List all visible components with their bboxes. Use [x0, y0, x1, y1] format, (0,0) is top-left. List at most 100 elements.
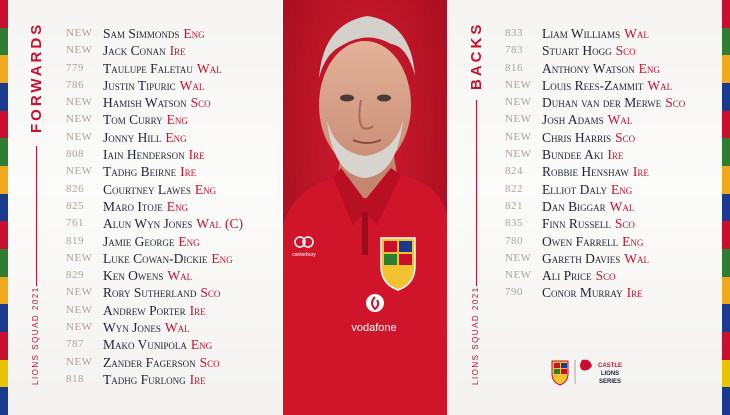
player-name: Sam Simmonds [103, 26, 180, 41]
lions-number: 821 [505, 199, 523, 212]
player-nation: Eng [211, 250, 233, 266]
lions-number: 786 [66, 78, 84, 91]
player-name: Jonny Hill [103, 129, 162, 145]
forwards-panel: FORWARDS LIONS SQUAD 2021 NEW Sam Simmond… [8, 0, 283, 415]
player-name: Zander Fagerson [103, 354, 196, 370]
stripe-band [0, 110, 8, 139]
captain-marker: (C) [225, 216, 243, 232]
lions-number: NEW [505, 78, 532, 91]
stripe-band [722, 359, 730, 388]
player-nation: Sco [615, 43, 636, 59]
player-name: Luke Cowan-Dickie [103, 250, 208, 266]
stripe-band [0, 387, 8, 415]
player-nation: Wal [164, 320, 190, 336]
player-name-cell: Taulupe Faletau Wal [103, 60, 222, 77]
player-name-cell: Elliot Daly Eng [542, 181, 632, 198]
player-name: Andrew Porter [103, 302, 186, 318]
stripe-band [0, 83, 8, 111]
placket [362, 212, 368, 255]
stripe-band [0, 221, 8, 250]
player-nation: Wal [179, 77, 205, 93]
player-name-cell: Anthony Watson Eng [542, 60, 660, 77]
player-nation: Sco [615, 129, 636, 145]
player-name: Gareth Davies [542, 250, 621, 266]
player-name-cell: Wyn Jones Wal [103, 319, 190, 336]
shirt-brand: canterbury [292, 252, 316, 258]
stripe-band [0, 138, 8, 167]
player-nation: Wal [647, 77, 673, 93]
player-name: Elliot Daly [542, 181, 607, 197]
player-name-cell: Conor Murray Ire [542, 284, 643, 301]
player-name: Maro Itoje [103, 198, 163, 214]
player-name-cell: Josh Adams Wal [542, 111, 632, 128]
player-nation: Sco [200, 285, 221, 301]
forwards-divider [36, 146, 37, 286]
player-nation: Eng [166, 112, 188, 128]
player-nation: Ire [626, 285, 643, 301]
player-name: Taulupe Faletau [103, 60, 193, 76]
stripe-band [0, 304, 8, 333]
player-nation: Wal [196, 60, 222, 76]
player-name-cell: Hamish Watson Sco [103, 94, 211, 111]
player-nation: Eng [622, 233, 644, 249]
player-name: Jamie George [103, 233, 175, 249]
nose [358, 99, 374, 130]
player-name: Mako Vunipola [103, 337, 187, 353]
player-nation: Sco [199, 354, 220, 370]
player-name-cell: Tadhg Furlong Ire [103, 371, 206, 388]
player-name: Courtney Lawes [103, 181, 191, 197]
stripe-band [722, 221, 730, 250]
lions-number: NEW [66, 251, 93, 264]
mouth [352, 139, 382, 144]
backs-divider [476, 100, 477, 286]
player-nation: Ire [169, 43, 186, 59]
lions-crest-icon: CASTLE LIONS SERIES [551, 359, 622, 386]
player-name-cell: Luke Cowan-Dickie Eng [103, 250, 233, 267]
forwards-side-label: LIONS SQUAD 2021 [31, 286, 40, 385]
canterbury-logo: canterbury [292, 236, 316, 258]
series-badge-line-2: LIONS [601, 371, 619, 377]
player-name-cell: Stuart Hogg Sco [542, 42, 636, 59]
player-name: Hamish Watson [103, 95, 187, 111]
player-name: Conor Murray [542, 285, 623, 301]
stripe-band [0, 276, 8, 305]
player-name-cell: Alun Wyn Jones Wal (C) [103, 215, 243, 232]
player-name-cell: Jamie George Eng [103, 233, 200, 250]
player-nation: Eng [166, 198, 188, 214]
lions-number: 822 [505, 182, 523, 195]
player-name-cell: Zander Fagerson Sco [103, 354, 220, 371]
player-name: Jack Conan [103, 43, 166, 59]
lions-number: NEW [66, 165, 93, 178]
player-nation: Sco [665, 95, 686, 111]
lions-number: NEW [66, 113, 93, 126]
player-nation: Eng [178, 233, 200, 249]
player-name-cell: Owen Farrell Eng [542, 233, 643, 250]
player-name-cell: Finn Russell Sco [542, 215, 635, 232]
player-name-cell: Sam Simmonds Eng [103, 25, 205, 42]
player-name: Iain Henderson [103, 147, 185, 163]
player-nation: Eng [610, 181, 633, 197]
stripe-band [722, 249, 730, 277]
lions-number: 790 [505, 286, 523, 299]
player-name: Owen Farrell [542, 233, 619, 249]
player-name-cell: Tom Curry Eng [103, 111, 188, 128]
stripe-band [722, 332, 730, 360]
lions-number: NEW [66, 96, 93, 109]
player-name-cell: Jack Conan Ire [103, 42, 186, 59]
player-nation: Eng [638, 60, 660, 76]
lions-number: 787 [66, 338, 84, 351]
player-name: Anthony Watson [542, 60, 635, 76]
lions-number: 818 [66, 372, 84, 385]
shirt [283, 175, 447, 415]
series-badge-line-1: CASTLE [598, 363, 622, 369]
player-nation: Wal [624, 26, 649, 41]
stripe-band [0, 332, 8, 360]
stripe-band [0, 55, 8, 84]
rainbow-stripe-right [722, 0, 730, 415]
lions-number: NEW [66, 27, 93, 39]
right-eye [377, 94, 391, 102]
stripe-band [0, 0, 8, 28]
player-name-cell: Louis Rees-Zammit Wal [542, 77, 672, 94]
lions-number: 819 [66, 234, 84, 247]
coach-portrait: canterbury vodafone [283, 0, 447, 415]
